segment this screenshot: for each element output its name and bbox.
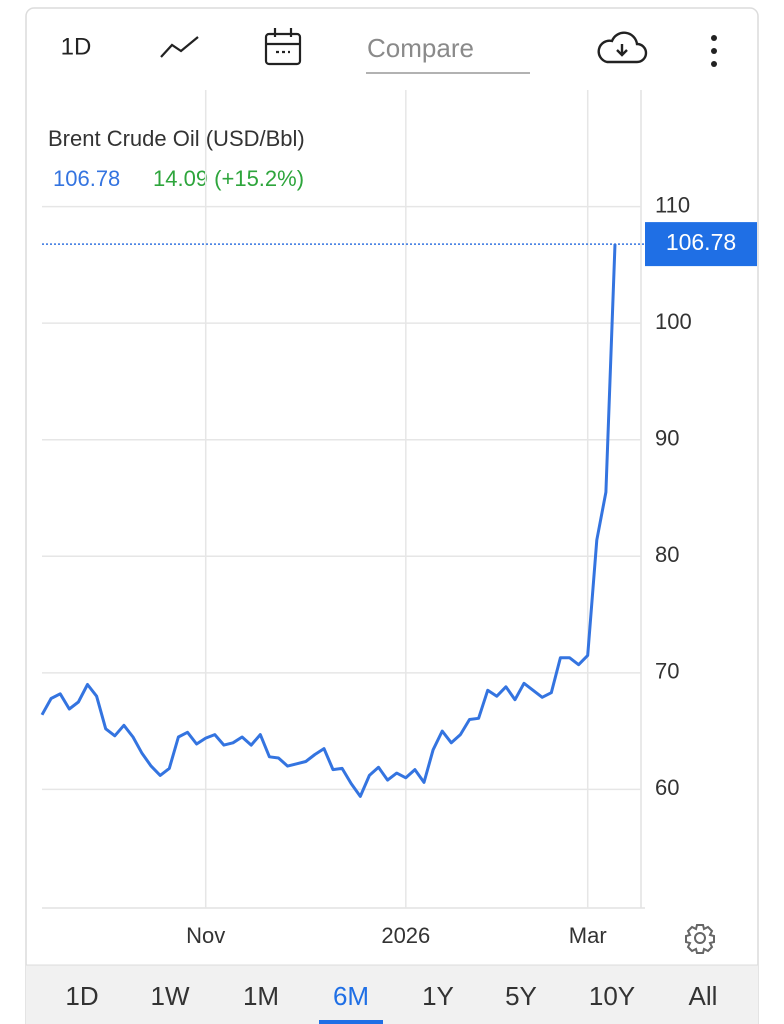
range-button[interactable]: 1D — [65, 981, 98, 1011]
download-icon[interactable] — [597, 31, 648, 64]
last-price: 106.78 — [53, 166, 120, 191]
x-tick-label: Mar — [569, 923, 607, 948]
y-tick-label: 90 — [655, 426, 679, 451]
chart-type-icon[interactable] — [160, 36, 199, 58]
compare-input[interactable]: Compare — [367, 33, 474, 63]
y-tick-label: 100 — [655, 309, 692, 334]
range-button[interactable]: 1W — [151, 981, 190, 1011]
x-tick-label: Nov — [186, 923, 225, 948]
range-buttons: 1D 1W 1M 6M 1Y 5Y 10Y All — [65, 981, 717, 1024]
settings-icon[interactable] — [685, 924, 715, 954]
plot: 60 70 80 90 100 110 Nov 2026 Mar 106.78 — [40, 90, 757, 948]
calendar-icon[interactable] — [264, 28, 302, 66]
more-icon[interactable] — [711, 35, 717, 67]
range-button[interactable]: All — [689, 981, 718, 1011]
y-tick-label: 60 — [655, 775, 679, 800]
x-tick-label: 2026 — [381, 923, 430, 948]
range-button[interactable]: 6M — [333, 981, 369, 1011]
range-button[interactable]: 10Y — [589, 981, 635, 1011]
interval-button[interactable]: 1D — [61, 33, 92, 60]
range-button[interactable]: 1Y — [422, 981, 454, 1011]
range-button[interactable]: 1M — [243, 981, 279, 1011]
y-tick-label: 70 — [655, 659, 679, 684]
last-price-label: 106.78 — [666, 229, 736, 255]
last-price-box — [645, 222, 757, 267]
range-active-indicator — [319, 1020, 383, 1024]
price-line — [40, 244, 617, 798]
range-bar — [26, 965, 758, 1024]
y-tick-label: 80 — [655, 542, 679, 567]
price-change: 14.09 (+15.2%) — [153, 166, 304, 191]
chart-title: Brent Crude Oil (USD/Bbl) — [48, 126, 305, 151]
card — [25, 7, 759, 1024]
y-tick-label: 110 — [655, 192, 690, 217]
range-button[interactable]: 5Y — [505, 981, 537, 1011]
